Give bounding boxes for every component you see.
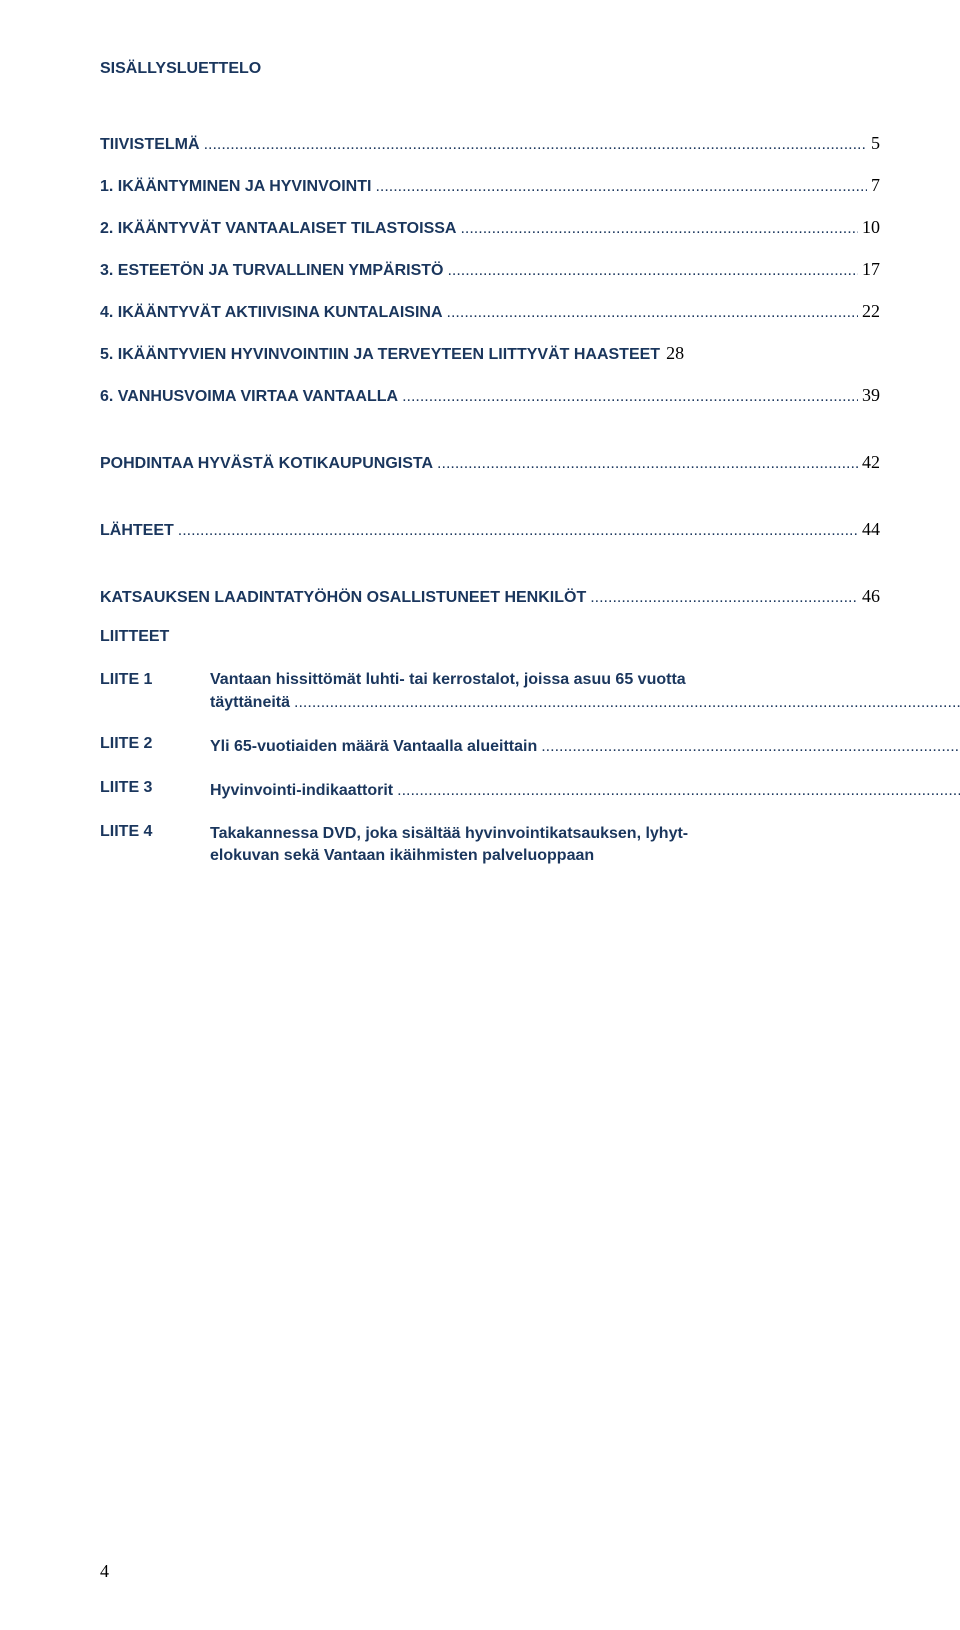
toc-entry: 5. IKÄÄNTYVIEN HYVINVOINTIIN JA TERVEYTE…: [100, 343, 880, 364]
toc-page: 17: [862, 259, 880, 280]
toc-label: 1. IKÄÄNTYMINEN JA HYVINVOINTI: [100, 178, 371, 196]
toc-leader-dots: [402, 388, 858, 406]
appendix-text-line: Takakannessa DVD, joka sisältää hyvinvoi…: [210, 823, 880, 845]
appendix-text-line: Vantaan hissittömät luhti- tai kerrostal…: [210, 671, 960, 689]
toc-label: LÄHTEET: [100, 522, 174, 540]
toc-page: 39: [862, 385, 880, 406]
appendix-entry: LIITE 3 Hyvinvointi-indikaattorit 49: [100, 779, 880, 800]
appendix-entry: LIITE 2 Yli 65-vuotiaiden määrä Vantaall…: [100, 735, 880, 756]
appendix-number: LIITE 1: [100, 671, 210, 689]
toc-label: 6. VANHUSVOIMA VIRTAA VANTAALLA: [100, 388, 398, 406]
toc-page: 5: [871, 133, 880, 154]
toc-leader-dots: [541, 738, 960, 756]
toc-entry: 4. IKÄÄNTYVÄT AKTIIVISINA KUNTALAISINA 2…: [100, 301, 880, 322]
toc-entry: KATSAUKSEN LAADINTATYÖHÖN OSALLISTUNEET …: [100, 586, 880, 607]
toc-leader-dots: [447, 262, 858, 280]
toc-label: KATSAUKSEN LAADINTATYÖHÖN OSALLISTUNEET …: [100, 589, 586, 607]
toc-heading: SISÄLLYSLUETTELO: [100, 60, 880, 78]
toc-entry: 3. ESTEETÖN JA TURVALLINEN YMPÄRISTÖ 17: [100, 259, 880, 280]
toc-entry: POHDINTAA HYVÄSTÄ KOTIKAUPUNGISTA 42: [100, 452, 880, 473]
toc-leader-dots: [204, 136, 867, 154]
appendix-label: Hyvinvointi-indikaattorit: [210, 782, 393, 800]
toc-page: 7: [871, 175, 880, 196]
toc-label: 5. IKÄÄNTYVIEN HYVINVOINTIIN JA TERVEYTE…: [100, 346, 660, 364]
toc-leader-dots: [178, 522, 858, 540]
appendix-label: täyttäneitä: [210, 694, 290, 712]
toc-entry: 1. IKÄÄNTYMINEN JA HYVINVOINTI 7: [100, 175, 880, 196]
toc-page: 10: [862, 217, 880, 238]
toc-entry: TIIVISTELMÄ 5: [100, 133, 880, 154]
toc-label: 3. ESTEETÖN JA TURVALLINEN YMPÄRISTÖ: [100, 262, 443, 280]
toc-leader-dots: [375, 178, 867, 196]
toc-leader-dots: [460, 220, 858, 238]
toc-label: TIIVISTELMÄ: [100, 136, 200, 154]
toc-entry: LÄHTEET 44: [100, 519, 880, 540]
appendix-text-line: elokuvan sekä Vantaan ikäihmisten palvel…: [210, 845, 880, 867]
appendix-entry: LIITE 4 Takakannessa DVD, joka sisältää …: [100, 823, 880, 868]
toc-entry: 2. IKÄÄNTYVÄT VANTAALAISET TILASTOISSA 1…: [100, 217, 880, 238]
toc-page: 44: [862, 519, 880, 540]
appendix-label: Yli 65-vuotiaiden määrä Vantaalla alueit…: [210, 738, 537, 756]
toc-page: 28: [666, 343, 684, 364]
toc-page: 46: [862, 586, 880, 607]
toc-label: 2. IKÄÄNTYVÄT VANTAALAISET TILASTOISSA: [100, 220, 456, 238]
toc-leader-dots: [437, 455, 858, 473]
toc-leader-dots: [294, 694, 960, 712]
page-number: 4: [100, 1561, 109, 1582]
toc-leader-dots: [397, 782, 960, 800]
appendix-number: LIITE 2: [100, 735, 210, 753]
toc-page: 22: [862, 301, 880, 322]
appendix-entry: LIITE 1 Vantaan hissittömät luhti- tai k…: [100, 671, 880, 712]
toc-leader-dots: [590, 589, 858, 607]
toc-label: 4. IKÄÄNTYVÄT AKTIIVISINA KUNTALAISINA: [100, 304, 443, 322]
toc-page: 42: [862, 452, 880, 473]
appendix-number: LIITE 4: [100, 823, 210, 841]
appendix-number: LIITE 3: [100, 779, 210, 797]
toc-entry: 6. VANHUSVOIMA VIRTAA VANTAALLA 39: [100, 385, 880, 406]
toc-label: POHDINTAA HYVÄSTÄ KOTIKAUPUNGISTA: [100, 455, 433, 473]
appendix-heading: LIITTEET: [100, 628, 880, 646]
toc-leader-dots: [447, 304, 858, 322]
